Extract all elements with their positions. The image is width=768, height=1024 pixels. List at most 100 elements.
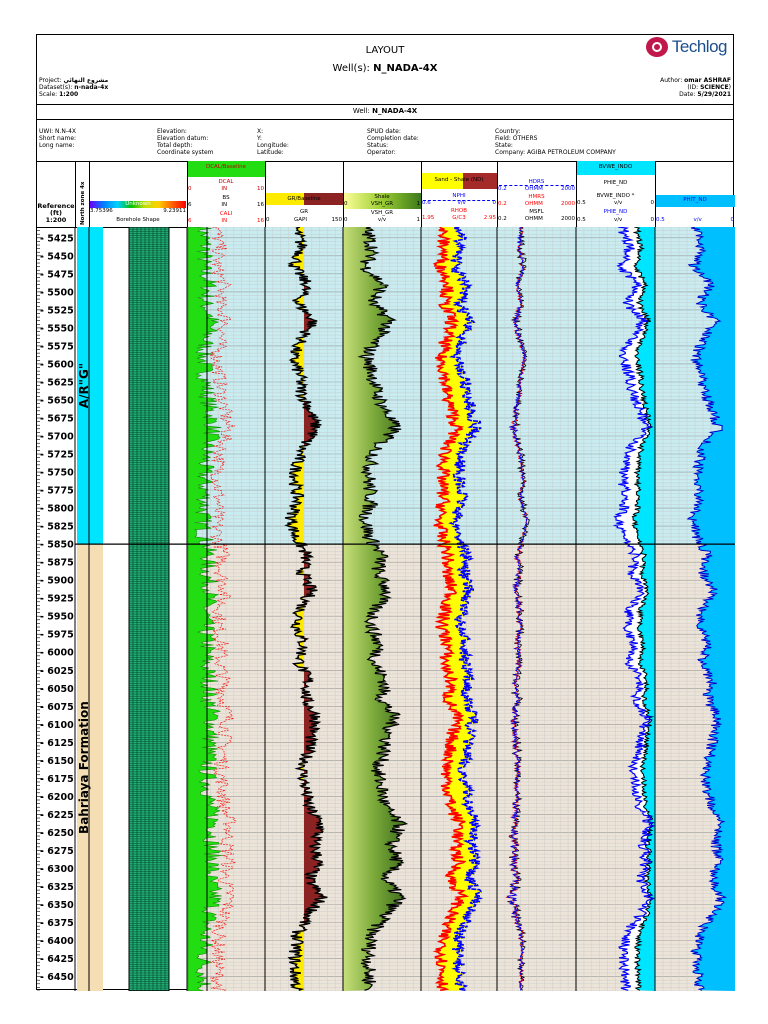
dn-crossover-fill xyxy=(438,360,457,362)
phit-track xyxy=(686,227,735,991)
scale-value: 0.6 xyxy=(422,200,431,206)
dn-crossover-fill xyxy=(451,908,468,910)
dn-crossover-fill xyxy=(448,244,458,246)
dn-crossover-fill xyxy=(444,988,465,990)
dn-crossover-fill xyxy=(451,849,476,852)
dn-crossover-fill xyxy=(448,422,481,425)
depth-tick-label: - 6400 xyxy=(40,936,74,947)
curve-name-dcal: DCAL xyxy=(218,179,234,185)
zone-label: A/R"G" xyxy=(77,363,91,408)
dn-crossover-fill xyxy=(450,878,475,881)
depth-tick-label: - 5775 xyxy=(40,486,74,497)
dn-crossover-fill xyxy=(452,922,468,924)
borehole-shape xyxy=(128,227,170,991)
dn-crossover-fill xyxy=(445,441,467,443)
project-value: مشروع النهائي xyxy=(63,77,109,84)
track-header-zone: North zone 4x xyxy=(75,161,89,227)
dn-crossover-fill xyxy=(446,776,466,778)
dn-crossover-fill xyxy=(435,268,458,270)
dn-crossover-fill xyxy=(445,528,459,530)
dn-crossover-fill xyxy=(449,242,458,244)
dn-crossover-fill xyxy=(452,855,478,857)
dn-crossover-fill xyxy=(445,596,471,599)
dn-crossover-fill xyxy=(450,449,467,452)
dn-crossover-fill xyxy=(446,231,457,233)
dn-crossover-fill xyxy=(457,906,476,908)
dn-crossover-fill xyxy=(443,954,459,956)
dn-crossover-fill xyxy=(459,824,471,827)
dn-crossover-fill xyxy=(448,935,459,937)
dn-crossover-fill xyxy=(457,901,480,903)
dn-crossover-fill xyxy=(435,949,453,951)
dn-crossover-fill xyxy=(461,815,472,817)
dn-crossover-fill xyxy=(446,300,463,302)
dn-crossover-fill xyxy=(458,893,479,895)
scale-value: 1:200 xyxy=(59,91,79,98)
dn-crossover-fill xyxy=(451,650,462,653)
scale-value: 1 xyxy=(416,201,420,207)
dn-crossover-fill xyxy=(452,717,470,720)
dn-crossover-fill xyxy=(450,310,458,312)
dn-crossover-fill xyxy=(445,744,472,747)
info-line: Elevation datum: xyxy=(157,135,209,142)
dn-crossover-fill xyxy=(439,635,462,638)
depth-tick-label: - 5825 xyxy=(40,522,74,533)
bvw-fill-swatch xyxy=(576,161,655,175)
dn-crossover-fill xyxy=(442,947,461,949)
well-line: Well: N_NADA-4X xyxy=(37,107,733,115)
scale-value: 6 xyxy=(188,218,192,224)
dn-crossover-fill xyxy=(450,735,473,737)
scale-label: Scale: xyxy=(39,91,58,98)
dn-crossover-fill xyxy=(438,981,462,983)
dn-crossover-fill xyxy=(459,850,479,853)
dn-crossover-fill xyxy=(452,889,480,892)
dn-crossover-fill xyxy=(440,508,456,510)
dn-crossover-fill xyxy=(447,630,460,632)
dn-crossover-fill xyxy=(445,604,468,606)
scale-value: 2000 xyxy=(561,216,575,222)
dn-crossover-fill xyxy=(441,603,469,605)
bvwe-curve xyxy=(631,227,655,991)
dn-crossover-fill xyxy=(438,533,460,535)
track-header-bvw: BVWE_INDO PHIE_ND BVWE_INDO * 0.5 v/v 0 PHIE_N… xyxy=(576,161,655,227)
dn-crossover-fill xyxy=(447,562,463,564)
dn-crossover-fill xyxy=(433,525,458,527)
dn-crossover-fill xyxy=(447,445,469,447)
dn-crossover-fill xyxy=(445,282,465,284)
dn-crossover-fill xyxy=(456,325,465,327)
dn-crossover-fill xyxy=(445,245,463,247)
dn-crossover-fill xyxy=(447,763,459,765)
dn-crossover-fill xyxy=(448,303,459,306)
dn-crossover-fill xyxy=(459,727,469,729)
dn-crossover-fill xyxy=(438,527,459,529)
dn-crossover-fill xyxy=(451,651,468,654)
dn-crossover-fill xyxy=(448,646,464,648)
dn-crossover-fill xyxy=(446,582,470,585)
dn-crossover-fill xyxy=(442,358,461,361)
shape-legend-text: Unknown xyxy=(125,201,151,207)
dn-crossover-fill xyxy=(453,841,466,843)
dn-crossover-fill xyxy=(446,267,455,269)
dn-crossover-fill xyxy=(454,873,475,875)
dn-crossover-fill xyxy=(442,977,460,979)
scale-value: OHMM xyxy=(524,216,543,222)
dn-crossover-fill xyxy=(445,542,464,545)
dn-crossover-fill xyxy=(444,944,464,947)
dn-crossover-fill xyxy=(454,714,477,716)
dn-crossover-fill xyxy=(451,836,470,839)
dn-crossover-fill xyxy=(454,560,469,562)
dn-crossover-fill xyxy=(456,730,475,733)
dn-crossover-fill xyxy=(445,578,468,580)
dn-crossover-fill xyxy=(437,524,455,526)
shape-legend-bar xyxy=(90,201,186,208)
depth-tick-label: - 6350 xyxy=(40,900,74,911)
dn-crossover-fill xyxy=(456,721,472,723)
scale-value: 0.5 xyxy=(577,217,586,223)
dn-crossover-fill xyxy=(456,897,475,899)
dn-crossover-fill xyxy=(446,782,468,785)
depth-tick-label: - 6200 xyxy=(40,792,74,803)
curve-name-hmrs: HMRS xyxy=(528,194,545,200)
dn-crossover-fill xyxy=(444,676,464,679)
scale-value: 0 xyxy=(650,200,655,206)
dn-crossover-fill xyxy=(440,291,465,294)
